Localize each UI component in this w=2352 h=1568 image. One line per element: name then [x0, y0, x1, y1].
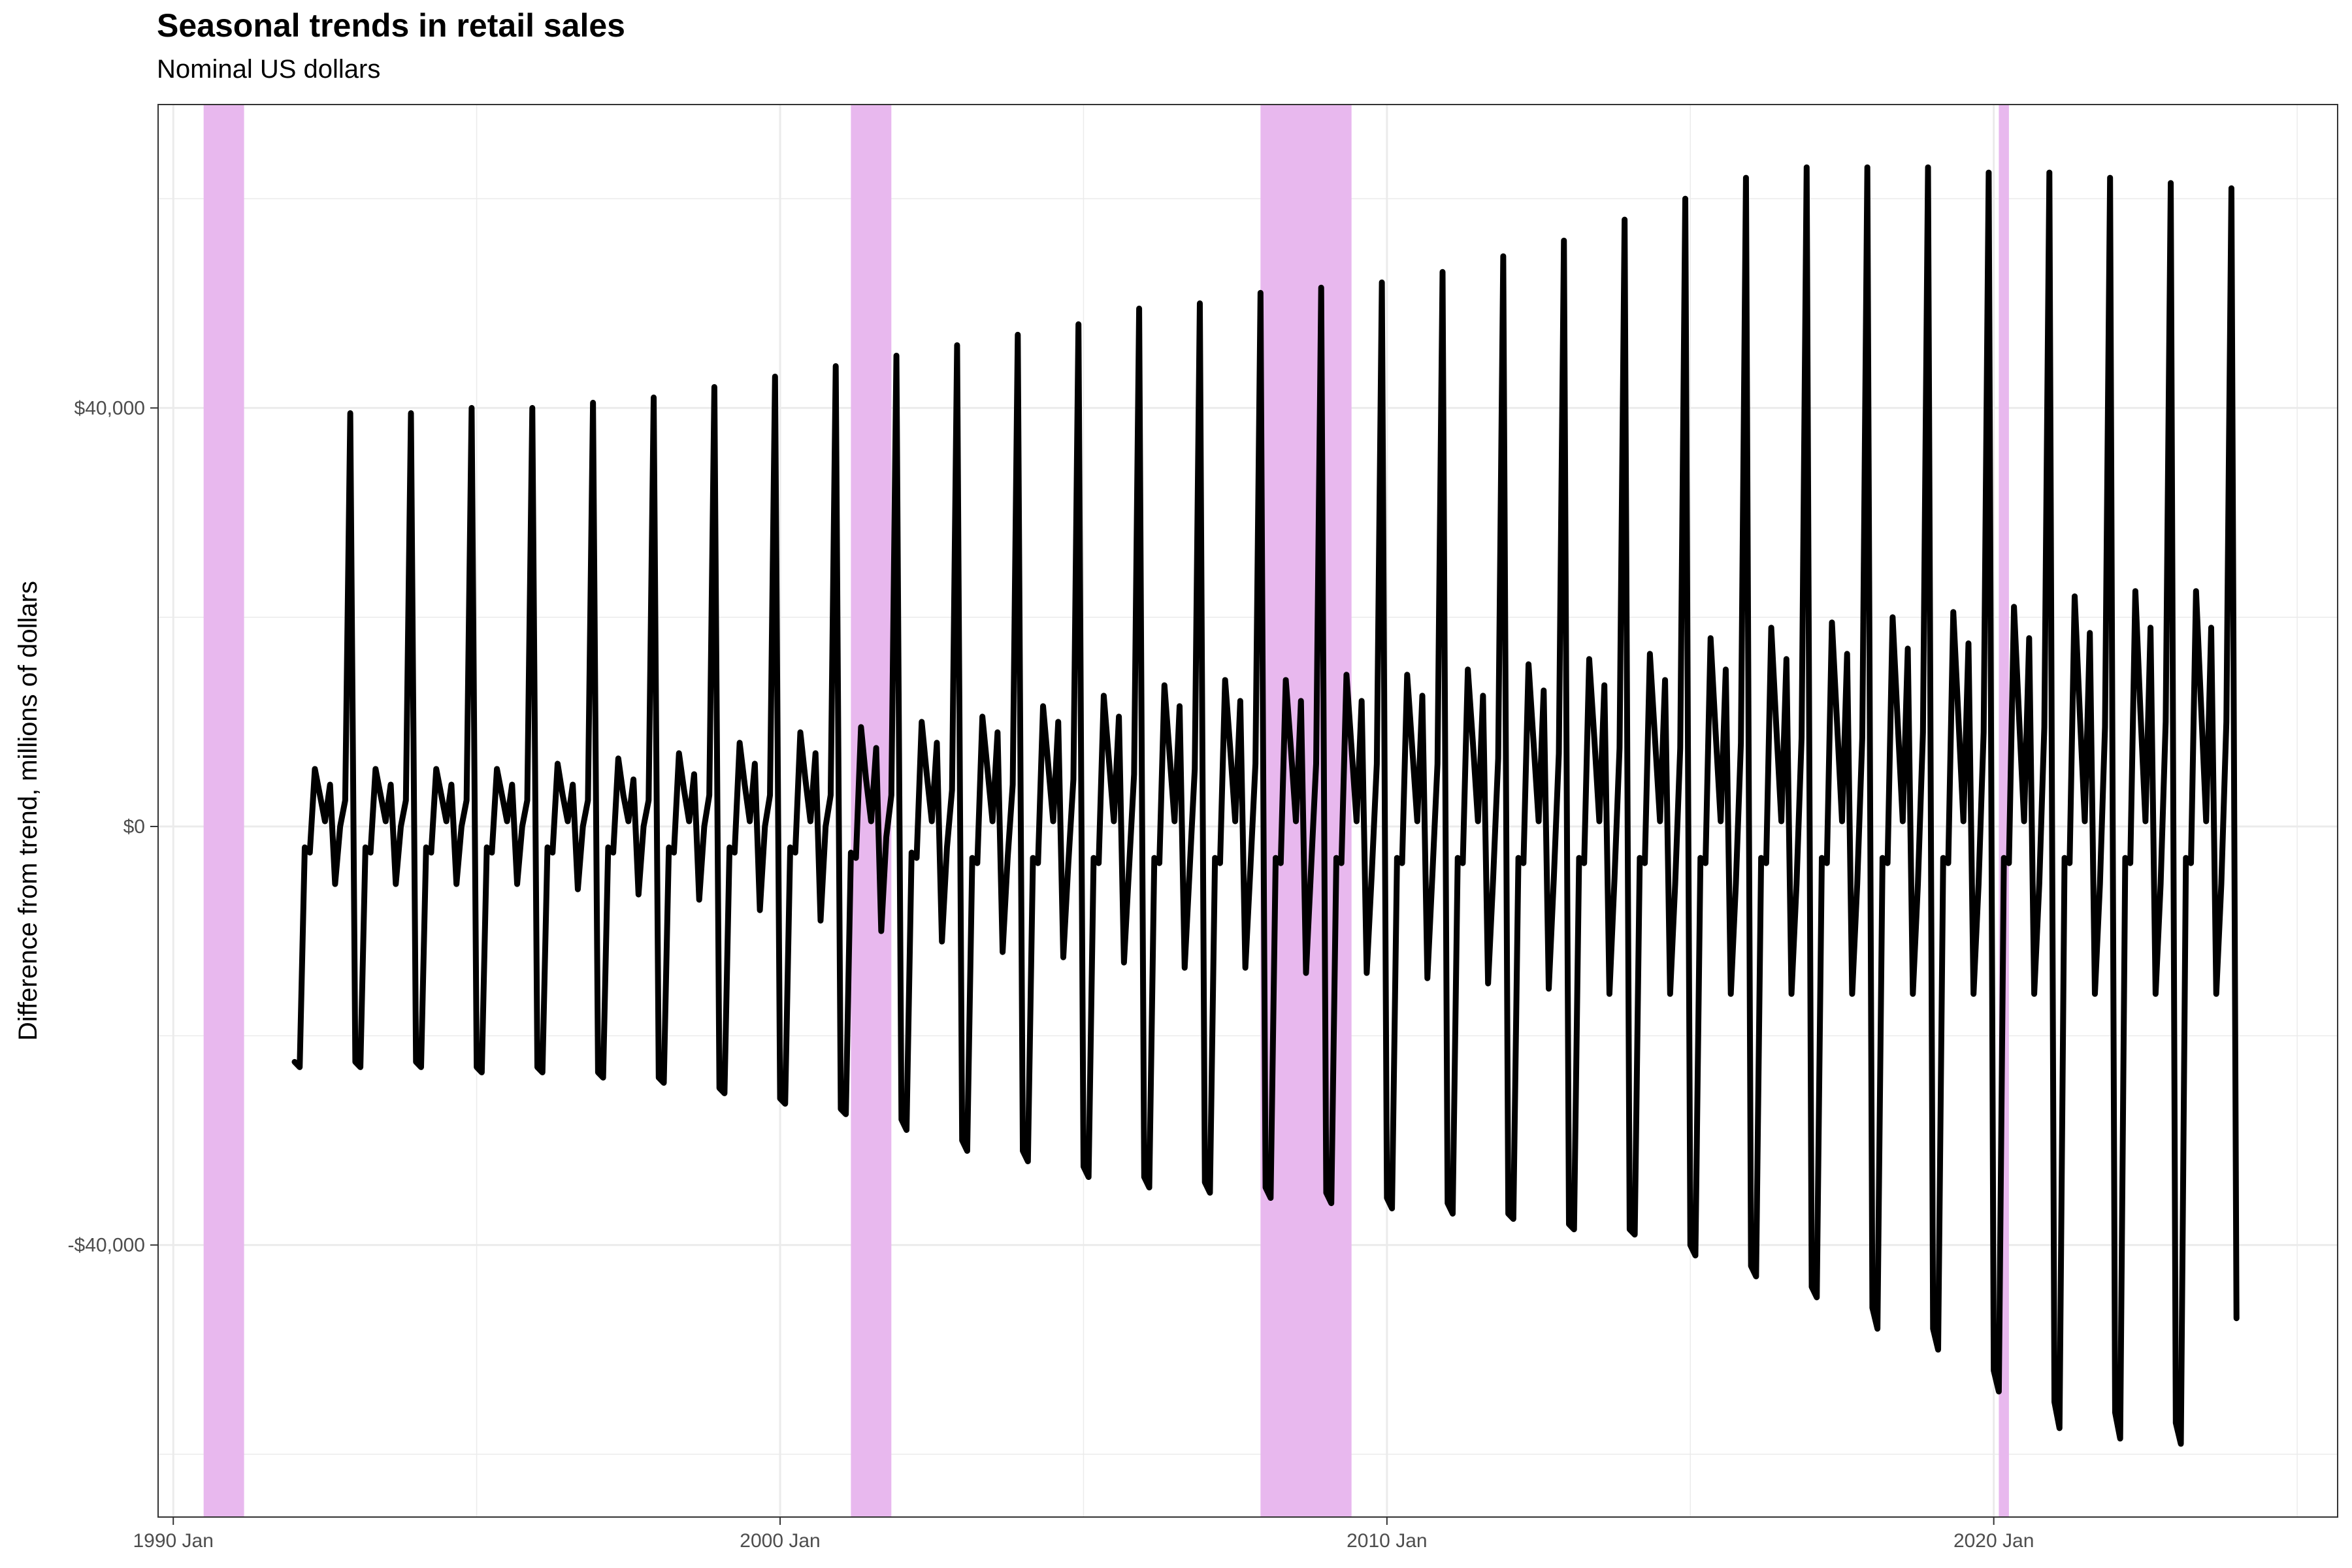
recession-band	[1260, 105, 1352, 1517]
x-tick-label: 1990 Jan	[133, 1530, 213, 1552]
y-tick-label: $0	[123, 816, 145, 838]
series-line-layer	[291, 164, 2240, 1447]
chart-subtitle: Nominal US dollars	[157, 55, 381, 84]
x-axis: 1990 Jan 2000 Jan 2010 Jan 2020 Jan	[133, 1517, 2034, 1552]
x-tick-label: 2020 Jan	[1953, 1530, 2034, 1552]
y-tick-label: $40,000	[74, 397, 145, 419]
series-line-0	[291, 164, 2240, 1447]
y-axis-title: Difference from trend, millions of dolla…	[14, 581, 42, 1041]
y-axis: -$40,000 $0 $40,000	[68, 397, 158, 1256]
x-tick-label: 2000 Jan	[740, 1530, 820, 1552]
y-tick-label: -$40,000	[68, 1235, 145, 1256]
panel-border	[157, 104, 2338, 1518]
recession-band	[203, 105, 244, 1517]
chart-title: Seasonal trends in retail sales	[157, 7, 625, 44]
x-tick-label: 2010 Jan	[1347, 1530, 1427, 1552]
